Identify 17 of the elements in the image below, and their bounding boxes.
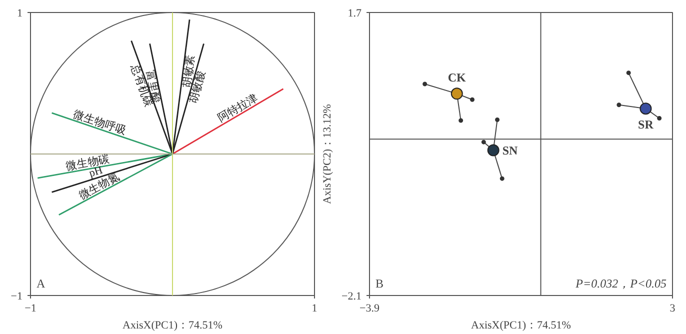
series-label: SR [638,118,654,132]
x-tick-label: 1 [312,302,318,314]
x-axis-title: AxisX(PC1)：74.51% [471,320,571,332]
x-tick-label: −3.9 [360,302,380,314]
text: 微生物呼吸 [72,107,128,138]
series-label: SN [502,143,518,158]
text: 阿特拉津 [216,91,260,125]
y-tick-label: −2.1 [342,290,362,302]
y-tick-label: 1.7 [348,8,362,20]
x-axis-title: AxisX(PC1)：74.51% [122,320,222,332]
y-axis-title: AxisY(PC2)：13.12% [322,104,334,204]
x-tick-label: 3 [670,302,676,314]
annotation: P=0.032，P<0.05 [574,276,667,290]
annotation: B [376,276,384,290]
series-label: CK [448,70,467,85]
annotation: A [36,276,46,290]
x-tick-label: −1 [24,302,36,314]
